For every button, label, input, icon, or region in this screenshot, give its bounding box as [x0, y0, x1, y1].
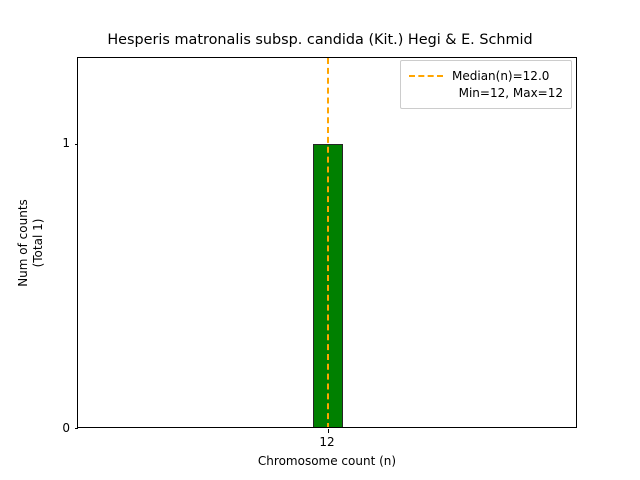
y-tick-mark-1: [74, 144, 78, 145]
legend-entry-median: Median(n)=12.0: [409, 67, 563, 84]
legend-label-median: Median(n)=12.0: [452, 68, 550, 83]
chart-title: Hesperis matronalis subsp. candida (Kit.…: [107, 32, 533, 48]
y-tick-label-0: 0: [62, 421, 70, 435]
legend-dash-icon: [409, 74, 443, 77]
y-axis-label-container: Num of counts (Total 1): [0, 57, 62, 428]
median-line: [327, 58, 329, 427]
x-tick-mark-12: [328, 429, 329, 433]
x-tick-label-12: 12: [319, 435, 335, 449]
legend: Median(n)=12.0 Min=12, Max=12: [400, 60, 572, 109]
x-axis-label: Chromosome count (n): [257, 454, 397, 468]
y-axis-label-line2: (Total 1): [31, 218, 45, 267]
plot-area: [78, 58, 576, 427]
y-axis-label: Num of counts (Total 1): [16, 199, 46, 287]
y-tick-label-1: 1: [62, 136, 70, 150]
y-axis-label-line1: Num of counts: [16, 198, 30, 287]
plot-axes: Median(n)=12.0 Min=12, Max=12: [74, 57, 577, 433]
legend-label-minmax: Min=12, Max=12: [458, 85, 563, 100]
legend-entry-minmax: Min=12, Max=12: [409, 84, 563, 101]
y-tick-mark-0: [74, 428, 78, 429]
